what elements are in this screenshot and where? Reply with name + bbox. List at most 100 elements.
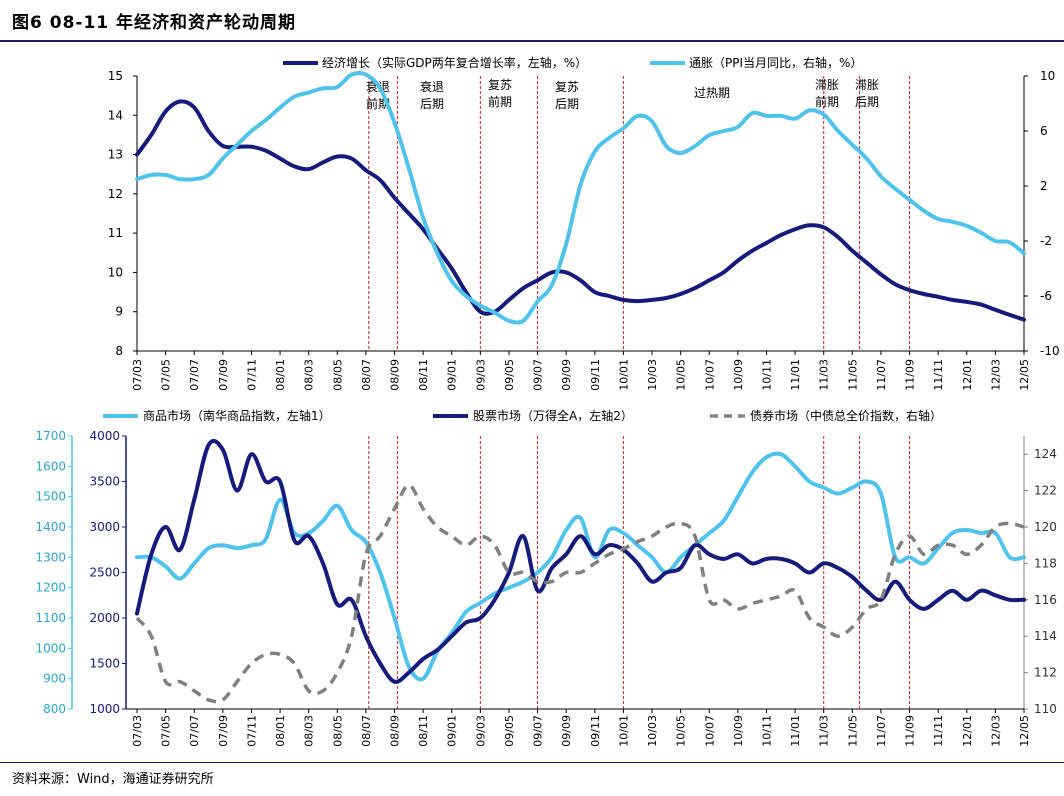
bottom-x-tick-label: 11/07: [875, 715, 888, 747]
bottom-right-tick-label: 110: [1034, 702, 1057, 716]
bottom-axis2-tick-label: 2500: [89, 566, 120, 580]
bottom-x-tick-label: 09/05: [503, 715, 516, 747]
dual-panel-chart: 8 9 10 11 12 13 14 15 -10 -6 -2 2 6 10 07/03 07/05 07/07…: [35, 55, 1060, 747]
bottom-axis2-tick-label: 4000: [89, 429, 120, 443]
top-x-tick-label: 11/07: [875, 359, 888, 391]
top-x-tick-label: 12/05: [1018, 359, 1031, 391]
bottom-x-tick-label: 09/07: [532, 715, 545, 747]
top-x-tick-label: 09/05: [503, 359, 516, 391]
top-right-tick-label: 2: [1040, 179, 1048, 193]
top-x-tick-label: 08/09: [389, 359, 402, 391]
bottom-x-tick-label: 10/03: [646, 715, 659, 747]
top-phase-label: 复苏: [488, 78, 512, 92]
top-right-tick-label: -10: [1040, 344, 1060, 358]
gdp-growth-line: [135, 99, 1026, 322]
top-left-tick-label: 14: [108, 108, 123, 122]
bottom-axis1-tick-label: 1500: [35, 490, 66, 504]
top-legend-label: 经济增长（实际GDP两年复合增长率，左轴，%）: [322, 55, 587, 70]
bottom-x-tick-label: 10/07: [703, 715, 716, 747]
bottom-axis1-tick-label: 1000: [35, 641, 66, 655]
bottom-x-tick-label: 08/11: [417, 715, 430, 747]
top-phase-label: 衰退: [420, 79, 444, 94]
figure-header: 图6 08-11 年经济和资产轮动周期: [0, 0, 1064, 44]
top-right-tick-label: -6: [1040, 289, 1052, 303]
bottom-x-tick-label: 11/05: [846, 715, 859, 747]
top-phase-label: 后期: [420, 97, 444, 111]
bond-market-line: [135, 483, 1025, 704]
bottom-x-tick-label: 11/11: [932, 715, 945, 747]
bottom-x-tick-label: 08/07: [360, 715, 373, 747]
bottom-right-tick-label: 122: [1034, 484, 1057, 498]
figure-source: 资料来源：Wind，海通证券研究所: [12, 772, 214, 787]
stock-market-line: [135, 438, 1026, 684]
bottom-x-tick-label: 07/09: [217, 715, 230, 747]
bottom-axis2-tick-label: 3500: [89, 475, 120, 489]
top-x-tick-label: 07/11: [245, 359, 258, 391]
bottom-x-tick-label: 07/05: [160, 715, 173, 747]
top-x-tick-label: 07/03: [131, 359, 144, 391]
top-x-tick-label: 07/09: [217, 359, 230, 391]
figure-title: 图6 08-11 年经济和资产轮动周期: [12, 13, 297, 33]
bottom-axis2-tick-label: 2000: [89, 611, 120, 625]
bottom-axis2-tick-label: 1500: [89, 657, 120, 671]
top-x-tick-label: 09/09: [560, 359, 573, 391]
top-left-tick-label: 10: [108, 265, 123, 279]
top-left-tick-label: 8: [115, 344, 123, 358]
top-phase-label: 滞胀: [855, 78, 879, 92]
bottom-legend-label: 股票市场（万得全A，左轴2）: [473, 408, 633, 423]
top-x-tick-label: 12/01: [961, 359, 974, 391]
bottom-legend-label: 商品市场（南华商品指数，左轴1）: [143, 408, 331, 423]
top-x-tick-label: 08/07: [360, 359, 373, 391]
bottom-axis1-tick-label: 1700: [35, 429, 66, 443]
top-x-tick-label: 09/01: [446, 359, 459, 391]
bottom-x-tick-label: 10/01: [617, 715, 630, 747]
top-right-tick-label: -2: [1040, 234, 1052, 248]
bottom-x-tick-label: 10/09: [732, 715, 745, 747]
bottom-x-tick-label: 08/05: [331, 715, 344, 747]
top-x-tick-label: 10/01: [617, 359, 630, 391]
top-left-tick-label: 11: [108, 226, 123, 240]
bottom-axis1-tick-label: 1100: [35, 611, 66, 625]
top-x-tick-label: 10/11: [760, 359, 773, 391]
bottom-x-tick-label: 08/09: [389, 715, 402, 747]
top-x-tick-label: 11/11: [932, 359, 945, 391]
top-phase-label: 前期: [488, 94, 512, 109]
bottom-axis2-tick-label: 1000: [89, 702, 120, 716]
top-left-tick-label: 15: [108, 69, 123, 83]
top-x-tick-label: 11/09: [904, 359, 917, 391]
bottom-axis2-tick-label: 3000: [89, 520, 120, 534]
bottom-axis1-tick-label: 1300: [35, 550, 66, 564]
title-divider: [0, 40, 1064, 42]
top-phase-label: 后期: [855, 95, 879, 109]
commodity-market-line: [135, 451, 1026, 682]
bottom-axis1-tick-label: 1200: [35, 581, 66, 595]
top-x-tick-label: 08/01: [274, 359, 287, 391]
source-divider: [0, 762, 1064, 763]
bottom-axis1-tick-label: 1400: [35, 520, 66, 534]
bottom-x-tick-label: 11/03: [818, 715, 831, 747]
top-phase-label: 前期: [815, 94, 839, 109]
top-x-tick-label: 12/03: [989, 359, 1002, 391]
ppi-inflation-line: [135, 70, 1026, 325]
top-x-tick-label: 07/05: [160, 359, 173, 391]
bottom-x-tick-label: 07/11: [245, 715, 258, 747]
top-left-tick-label: 13: [108, 148, 123, 162]
bottom-x-tick-label: 08/01: [274, 715, 287, 747]
top-phase-label: 后期: [555, 97, 579, 111]
top-x-tick-label: 07/07: [188, 359, 201, 391]
top-phase-label: 过热期: [694, 86, 730, 100]
bottom-x-tick-label: 07/07: [188, 715, 201, 747]
bottom-x-tick-label: 11/09: [904, 715, 917, 747]
top-x-tick-label: 08/11: [417, 359, 430, 391]
top-x-tick-label: 08/05: [331, 359, 344, 391]
bottom-legend-label: 债券市场（中债总全价指数，右轴）: [750, 408, 942, 423]
bottom-axis1-tick-label: 900: [43, 672, 66, 686]
bottom-x-tick-label: 12/01: [961, 715, 974, 747]
top-x-tick-label: 10/03: [646, 359, 659, 391]
top-right-tick-label: 6: [1040, 124, 1048, 138]
top-right-tick-label: 10: [1040, 69, 1055, 83]
bottom-right-tick-label: 120: [1034, 520, 1057, 534]
top-x-tick-label: 08/03: [303, 359, 316, 391]
bottom-x-tick-label: 08/03: [303, 715, 316, 747]
bottom-x-tick-label: 09/01: [446, 715, 459, 747]
